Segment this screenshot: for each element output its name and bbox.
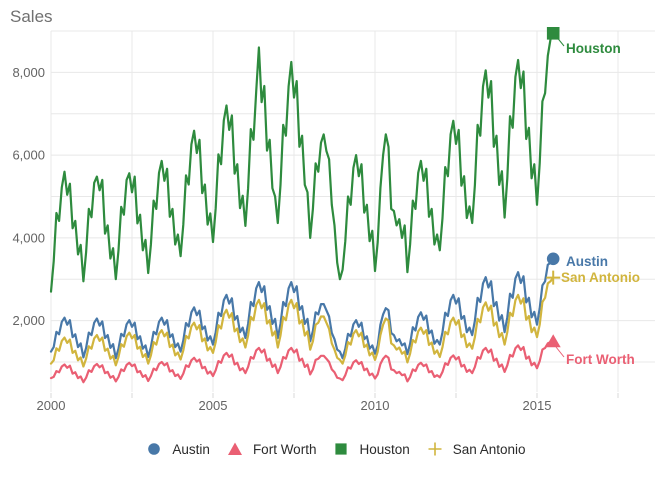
chart-title: Sales: [10, 7, 53, 26]
end-marker-circle-austin[interactable]: [546, 252, 560, 266]
legend-label-austin: Austin: [172, 441, 210, 457]
end-label-houston: Houston: [566, 41, 621, 56]
x-axis-label: 2015: [523, 398, 552, 413]
end-marker-square-houston[interactable]: [546, 27, 560, 40]
y-axis-label: 8,000: [12, 65, 45, 80]
y-axis-label: 4,000: [12, 230, 45, 245]
series-line-austin[interactable]: [49, 257, 555, 360]
end-marker-triangle-fort-worth[interactable]: [545, 334, 561, 348]
legend-label-fort-worth: Fort Worth: [252, 441, 317, 457]
legend-symbol-triangle-icon: [227, 442, 242, 455]
legend-item-san-antonio[interactable]: San Antonio: [427, 441, 526, 457]
end-marker-plus-san-antonio[interactable]: [546, 270, 561, 285]
end-label-san-antonio: San Antonio: [561, 270, 640, 285]
series-line-san-antonio[interactable]: [49, 276, 555, 368]
x-axis-label: 2005: [199, 398, 228, 413]
chart-canvas: 2,000 4,000 6,000 8,000 2000 2005 2010 2015 Aust…: [12, 27, 655, 413]
chart-legend: Austin Fort Worth Houston San Antonio: [0, 441, 672, 457]
legend-symbol-plus-icon: [428, 442, 442, 456]
legend-label-san-antonio: San Antonio: [452, 441, 526, 457]
y-axis-label: 2,000: [12, 313, 45, 328]
legend-item-austin[interactable]: Austin: [146, 441, 210, 457]
x-axis-label: 2010: [361, 398, 390, 413]
series-line-houston[interactable]: [49, 32, 555, 293]
legend-symbol-square-icon: [335, 443, 348, 455]
legend-label-houston: Houston: [359, 441, 410, 457]
end-label-austin: Austin: [566, 254, 608, 269]
series-line-fort-worth[interactable]: [49, 340, 555, 384]
legend-item-houston[interactable]: Houston: [333, 441, 410, 457]
y-axis-label: 6,000: [12, 148, 45, 163]
end-label-fort-worth: Fort Worth: [566, 352, 635, 367]
legend-symbol-circle-icon: [148, 443, 161, 455]
end-label-connector-fort-worth: [555, 346, 565, 358]
legend-item-fort-worth[interactable]: Fort Worth: [227, 441, 317, 457]
end-label-connector-houston: [557, 37, 565, 47]
x-axis-label: 2000: [37, 398, 66, 413]
